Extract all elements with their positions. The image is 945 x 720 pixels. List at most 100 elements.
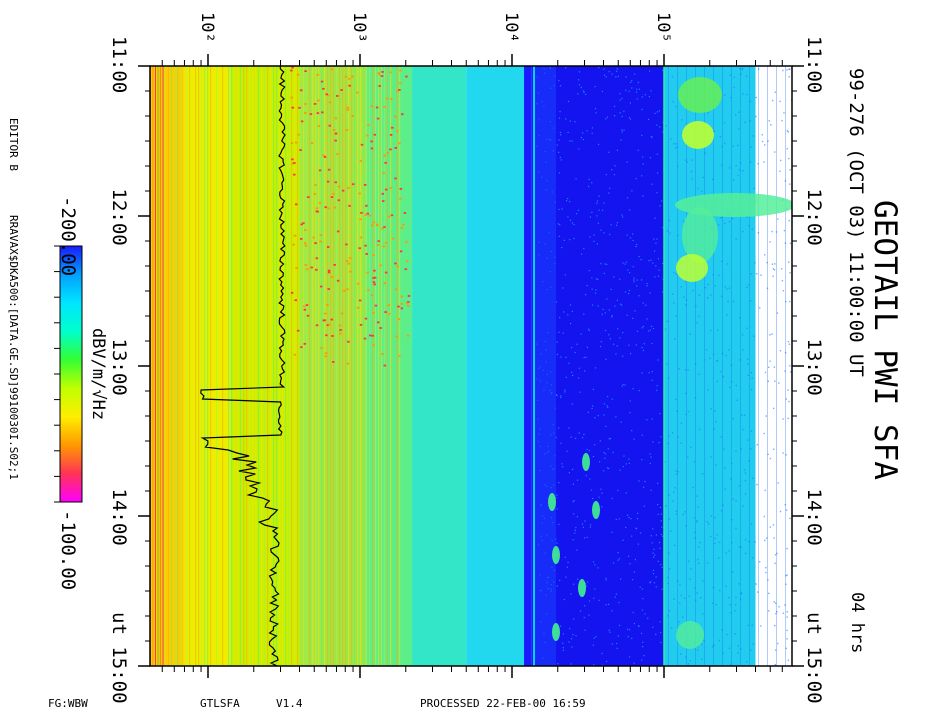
- speckle: [330, 318, 334, 321]
- striation: [297, 66, 299, 666]
- noise-dot: [675, 398, 677, 401]
- noise-dot: [642, 163, 644, 165]
- noise-dot: [638, 88, 640, 90]
- noise-dot: [713, 130, 715, 133]
- striation: [183, 66, 185, 666]
- speckle: [322, 87, 325, 90]
- noise-dot: [770, 124, 772, 126]
- noise-dot: [739, 67, 741, 70]
- striation: [195, 66, 197, 666]
- speckle: [333, 263, 336, 266]
- striation: [722, 66, 723, 666]
- noise-dot: [662, 69, 664, 71]
- speckle: [322, 319, 326, 322]
- noise-dot: [722, 376, 725, 378]
- noise-dot: [710, 515, 713, 517]
- noise-dot: [788, 261, 790, 263]
- noise-dot: [690, 568, 692, 570]
- noise-dot: [735, 238, 737, 240]
- noise-dot: [721, 629, 723, 631]
- speckle: [346, 288, 349, 291]
- noise-dot: [738, 583, 740, 585]
- noise-dot: [768, 592, 770, 595]
- noise-dot: [641, 346, 643, 349]
- noise-dot: [724, 286, 727, 288]
- noise-dot: [575, 178, 577, 180]
- noise-dot: [786, 69, 788, 71]
- noise-dot: [635, 243, 638, 246]
- noise-dot: [620, 578, 622, 580]
- noise-dot: [626, 628, 629, 630]
- noise-dot: [608, 71, 610, 73]
- speckle: [320, 346, 323, 349]
- speckle: [367, 124, 370, 127]
- noise-dot: [578, 367, 580, 369]
- footer-left: FG:WBW: [48, 697, 88, 710]
- noise-dot: [568, 427, 570, 429]
- striation: [279, 66, 281, 666]
- speckle: [366, 212, 369, 215]
- speckle: [384, 241, 388, 244]
- noise-dot: [768, 120, 771, 122]
- noise-dot: [588, 600, 591, 602]
- noise-dot: [668, 219, 671, 222]
- noise-dot: [671, 293, 674, 295]
- noise-dot: [785, 583, 787, 585]
- noise-dot: [592, 455, 595, 458]
- noise-dot: [632, 611, 634, 614]
- noise-dot: [606, 116, 608, 118]
- noise-dot: [685, 656, 687, 658]
- noise-dot: [774, 562, 776, 565]
- noise-dot: [668, 610, 671, 612]
- noise-dot: [731, 519, 733, 521]
- noise-dot: [656, 192, 658, 194]
- noise-dot: [562, 642, 564, 644]
- speckle: [371, 334, 375, 337]
- noise-dot: [617, 328, 619, 330]
- speckle: [399, 187, 403, 190]
- striation: [282, 66, 284, 666]
- noise-dot: [603, 232, 605, 234]
- noise-dot: [603, 403, 606, 405]
- noise-dot: [650, 456, 652, 458]
- speckle: [394, 262, 397, 265]
- noise-dot: [751, 388, 753, 391]
- noise-dot: [788, 343, 791, 345]
- noise-dot: [656, 238, 658, 240]
- noise-dot: [606, 298, 608, 300]
- speckle: [319, 285, 323, 288]
- speckle: [299, 237, 303, 240]
- striation: [225, 66, 227, 666]
- speckle: [318, 201, 322, 204]
- speckle: [326, 324, 330, 327]
- noise-dot: [583, 91, 585, 94]
- noise-dot: [643, 654, 645, 657]
- noise-dot: [747, 439, 749, 441]
- noise-dot: [723, 448, 725, 450]
- speckle: [380, 75, 384, 77]
- noise-dot: [711, 602, 714, 605]
- noise-dot: [620, 139, 622, 141]
- speckle: [358, 299, 362, 302]
- noise-dot: [667, 552, 670, 554]
- noise-dot: [585, 474, 587, 477]
- spectrogram-texture: [150, 66, 792, 666]
- noise-dot: [647, 118, 650, 121]
- frequency-tick-label: 10⁵: [653, 12, 673, 43]
- noise-dot: [579, 610, 582, 612]
- speckle: [374, 304, 378, 307]
- noise-dot: [652, 626, 654, 629]
- noise-dot: [675, 273, 677, 275]
- noise-dot: [764, 539, 766, 542]
- noise-dot: [648, 70, 651, 72]
- noise-dot: [670, 530, 672, 532]
- noise-dot: [583, 356, 585, 359]
- noise-dot: [593, 597, 595, 599]
- noise-dot: [583, 616, 585, 619]
- striation: [336, 66, 338, 666]
- noise-dot: [621, 129, 623, 131]
- speckle: [359, 159, 363, 162]
- noise-dot: [735, 384, 738, 387]
- noise-dot: [592, 561, 595, 563]
- speckle: [323, 312, 327, 315]
